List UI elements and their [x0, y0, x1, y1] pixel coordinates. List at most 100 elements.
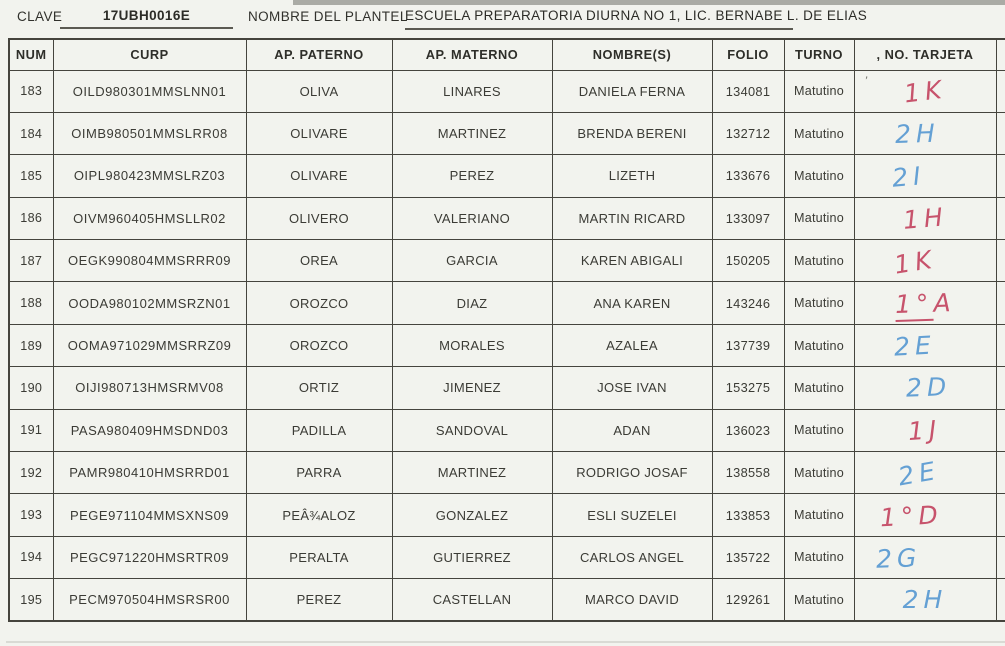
cell-apellido-paterno: PERALTA: [245, 535, 393, 580]
cell-turno: Matutino: [783, 69, 855, 113]
cell-apellido-materno: CASTELLAN: [391, 578, 553, 622]
cell-nombre: KAREN ABIGALI: [551, 239, 713, 283]
handwritten-main-part: 2D: [905, 372, 953, 404]
handwritten-card-number: 1H: [901, 201, 949, 238]
student-row: 184 OIMB980501MMSLRR08 OLIVARE MARTINEZ …: [8, 111, 1005, 156]
cell-no-tarjeta: ’ 1K: [853, 69, 997, 113]
cell-apellido-paterno: PADILLA: [245, 408, 393, 453]
cell-turno: Matutino: [783, 196, 855, 241]
cell-apellido-materno: VALERIANO: [391, 196, 553, 241]
cell-apellido-paterno: ORTIZ: [245, 366, 393, 410]
cell-apellido-materno: MORALES: [391, 323, 553, 368]
clave-label: CLAVE: [17, 9, 63, 24]
cell-nombre: MARTIN RICARD: [551, 196, 713, 241]
cell-nombre: LIZETH: [551, 154, 713, 198]
cell-cutoff-column: [995, 281, 1005, 325]
column-header: , NO. TARJETA: [853, 38, 997, 71]
handwritten-card-number: 1°A: [894, 288, 956, 322]
cell-nombre: ADAN: [551, 408, 713, 453]
cell-folio: 134081: [711, 69, 785, 113]
cell-apellido-paterno: OREA: [245, 239, 393, 283]
cell-apellido-materno: MARTINEZ: [391, 451, 553, 495]
plantel-underline: [405, 28, 793, 30]
cell-nombre: RODRIGO JOSAF: [551, 451, 713, 495]
handwritten-main-part: 2G: [875, 543, 923, 574]
handwritten-main-part: 1°D: [878, 499, 944, 532]
clave-value: 17UBH0016E: [102, 8, 191, 23]
clave-underline: [60, 27, 233, 29]
handwritten-main-part: 1J: [907, 414, 943, 446]
handwritten-main-part: 2E: [893, 330, 937, 362]
handwritten-main-part: 2H: [902, 585, 948, 615]
cell-apellido-materno: GONZALEZ: [391, 493, 553, 537]
student-row: 192 PAMR980410HMSRRD01 PARRA MARTINEZ RO…: [8, 451, 1005, 495]
cell-num: 186: [8, 196, 54, 241]
handwritten-main-part: 1K: [891, 244, 939, 280]
student-row: 195 PECM970504HMSRSR00 PEREZ CASTELLAN M…: [8, 578, 1005, 622]
cell-apellido-materno: DIAZ: [391, 281, 553, 325]
plantel-label: NOMBRE DEL PLANTEL: [248, 9, 408, 24]
handwritten-main-part: 2I: [891, 161, 927, 194]
column-header: AP. PATERNO: [245, 38, 393, 71]
cell-apellido-paterno: PEÂ¾ALOZ: [245, 493, 393, 537]
student-row: 193 PEGE971104MMSXNS09 PEÂ¾ALOZ GONZALEZ…: [8, 493, 1005, 537]
cell-cutoff-column: [995, 196, 1005, 241]
cell-turno: Matutino: [783, 239, 855, 283]
student-row: 191 PASA980409HMSDND03 PADILLA SANDOVAL …: [8, 408, 1005, 453]
cell-nombre: ANA KAREN: [551, 281, 713, 325]
handwritten-main-part: 1H: [901, 201, 949, 235]
cell-apellido-paterno: OLIVARE: [245, 154, 393, 198]
cell-apellido-paterno: OLIVARE: [245, 111, 393, 156]
cell-turno: Matutino: [783, 281, 855, 325]
cell-no-tarjeta: 2D: [853, 366, 997, 410]
cell-nombre: JOSE IVAN: [551, 366, 713, 410]
column-header: [995, 38, 1005, 71]
cell-apellido-materno: GUTIERREZ: [391, 535, 553, 580]
cell-nombre: MARCO DAVID: [551, 578, 713, 622]
cell-num: 185: [8, 154, 54, 198]
cell-num: 191: [8, 408, 54, 453]
handwritten-card-number: 2I: [891, 161, 927, 197]
cell-curp: PEGC971220HMSRTR09: [52, 535, 247, 580]
cell-cutoff-column: [995, 366, 1005, 410]
cell-turno: Matutino: [783, 154, 855, 198]
cell-curp: OILD980301MMSLNN01: [52, 69, 247, 113]
cell-num: 192: [8, 451, 54, 495]
handwritten-card-number: 2E: [896, 456, 942, 493]
handwritten-card-number: 2H: [894, 119, 940, 153]
handwritten-main-part: 1K: [902, 74, 948, 109]
handwritten-card-number: 1°D: [878, 499, 944, 535]
cell-nombre: BRENDA BERENI: [551, 111, 713, 156]
cell-apellido-materno: GARCIA: [391, 239, 553, 283]
student-row: 194 PEGC971220HMSRTR09 PERALTA GUTIERREZ…: [8, 535, 1005, 580]
student-row: 185 OIPL980423MMSLRZ03 OLIVARE PEREZ LIZ…: [8, 154, 1005, 198]
cell-no-tarjeta: 2G: [853, 535, 997, 580]
student-roster-table: NUM CURP AP. PATERNO AP. MATERNO NOMBRE(…: [8, 38, 1005, 623]
cell-no-tarjeta: 2H: [853, 111, 997, 156]
cell-folio: 133676: [711, 154, 785, 198]
cell-apellido-materno: LINARES: [391, 69, 553, 113]
cell-num: 187: [8, 239, 54, 283]
cell-nombre: DANIELA FERNA: [551, 69, 713, 113]
cell-folio: 133097: [711, 196, 785, 241]
cell-apellido-paterno: OLIVA: [245, 69, 393, 113]
cell-curp: OODA980102MMSRZN01: [52, 281, 247, 325]
cell-nombre: CARLOS ANGEL: [551, 535, 713, 580]
student-row: 187 OEGK990804MMSRRR09 OREA GARCIA KAREN…: [8, 239, 1005, 283]
handwritten-card-number: 2E: [893, 330, 937, 365]
cell-no-tarjeta: 2E: [853, 451, 997, 495]
column-header: NOMBRE(S): [551, 38, 713, 71]
cell-curp: OOMA971029MMSRRZ09: [52, 323, 247, 368]
cell-apellido-materno: MARTINEZ: [391, 111, 553, 156]
cell-apellido-materno: SANDOVAL: [391, 408, 553, 453]
cell-folio: 138558: [711, 451, 785, 495]
cell-curp: OIMB980501MMSLRR08: [52, 111, 247, 156]
cell-num: 195: [8, 578, 54, 622]
cell-turno: Matutino: [783, 493, 855, 537]
cell-no-tarjeta: 1°A: [853, 281, 997, 325]
cell-cutoff-column: [995, 451, 1005, 495]
column-header: TURNO: [783, 38, 855, 71]
cell-curp: OIJI980713HMSRMV08: [52, 366, 247, 410]
handwritten-card-number: 2H: [903, 587, 948, 612]
cell-cutoff-column: [995, 323, 1005, 368]
